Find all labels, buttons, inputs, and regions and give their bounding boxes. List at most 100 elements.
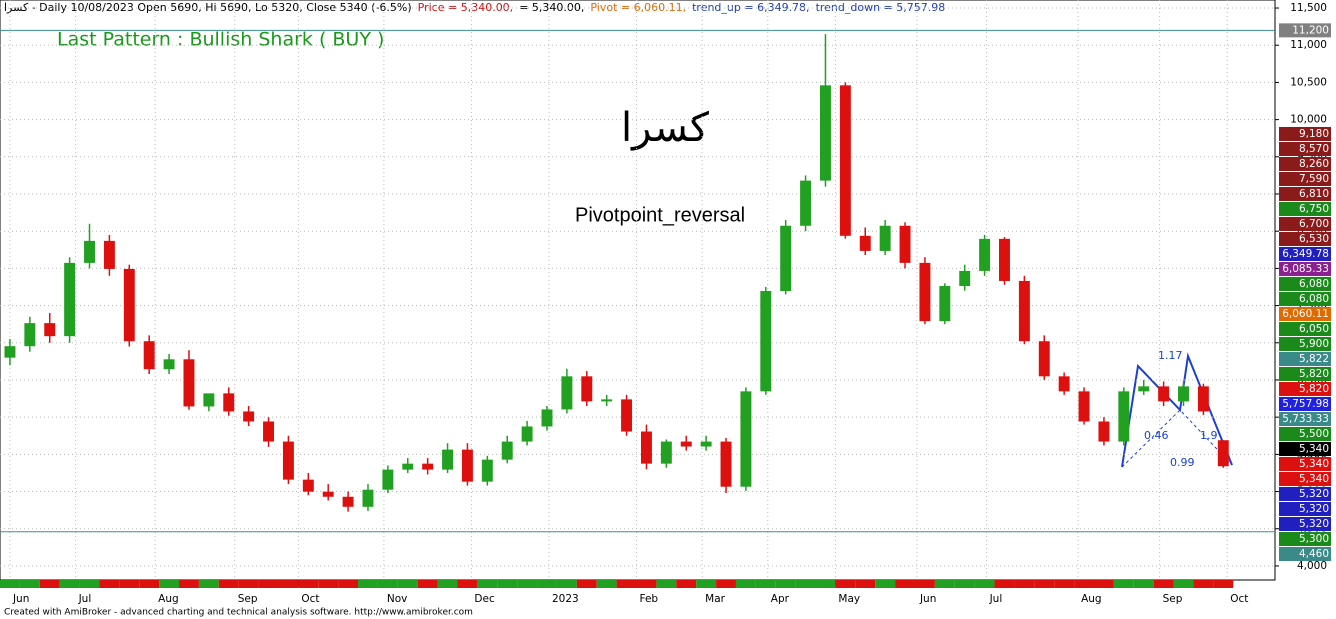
candle-body: [819, 85, 831, 181]
candle-body: [103, 240, 115, 269]
trend-strip: [1133, 580, 1154, 588]
candle-body: [1118, 391, 1130, 442]
price-tag: [1279, 397, 1331, 411]
price-tag-label: 9,180: [1299, 128, 1329, 140]
candle-body: [700, 441, 712, 447]
price-tag-label: 8,260: [1299, 158, 1329, 170]
annotation: 0.46: [1144, 429, 1169, 442]
trend-strip: [914, 580, 935, 588]
price-tag-label: 6,810: [1299, 188, 1329, 200]
trend-strip: [875, 580, 896, 588]
x-tick-label: Jul: [78, 593, 92, 605]
trend-strip: [1054, 580, 1075, 588]
x-tick-label: May: [838, 593, 860, 605]
price-tag-label: 6,349.78: [1282, 248, 1329, 260]
price-tag-label: 5,900: [1299, 338, 1329, 350]
x-tick-label: Jun: [12, 593, 29, 605]
candle-body: [143, 341, 155, 370]
trend-strip: [99, 580, 120, 588]
header-part: trend_up = 6,349.78,: [692, 1, 809, 14]
x-tick-label: Jul: [989, 593, 1003, 605]
price-tag: [1279, 487, 1331, 501]
trend-strip: [795, 580, 816, 588]
candle-body: [382, 469, 394, 490]
price-tag: [1279, 352, 1331, 366]
candle-body: [64, 262, 76, 337]
price-tag-label: 5,500: [1299, 428, 1329, 440]
plot-area: [0, 0, 1276, 581]
price-tag: [1279, 472, 1331, 486]
trend-strip: [1093, 580, 1114, 588]
price-tag-label: 5,340: [1299, 458, 1329, 470]
y-tick-label: 11,500: [1290, 2, 1327, 14]
trend-strip: [497, 580, 518, 588]
candle-body: [123, 268, 135, 342]
trend-strip: [1034, 580, 1055, 588]
price-tag: [1279, 502, 1331, 516]
y-tick-label: 10,000: [1290, 114, 1327, 126]
trend-strip: [59, 580, 80, 588]
x-tick-label: Feb: [640, 593, 659, 605]
price-tag-label: 8,570: [1299, 143, 1329, 155]
candle-body: [979, 238, 991, 271]
price-tag-label: 5,733.33: [1282, 413, 1329, 425]
trend-strip: [119, 580, 140, 588]
price-tag: [1279, 187, 1331, 201]
trend-strip: [477, 580, 498, 588]
trend-strip: [39, 580, 60, 588]
candle-body: [1178, 386, 1189, 402]
candle-body: [223, 393, 235, 412]
price-tag: [1279, 547, 1331, 561]
trend-strip: [218, 580, 239, 588]
header: كسرا - Daily 10/08/2023 Open 5690, Hi 56…: [4, 1, 945, 14]
x-tick-label: Oct: [301, 593, 319, 605]
x-tick-label: Mar: [705, 593, 725, 605]
trend-strip: [1113, 580, 1134, 588]
candle-body: [461, 449, 473, 482]
trend-strip: [1193, 580, 1214, 588]
trend-strip: [696, 580, 717, 588]
trend-strip: [954, 580, 975, 588]
candle-body: [541, 409, 553, 427]
trend-strip: [179, 580, 199, 588]
candle-body: [342, 496, 354, 507]
price-tag-label: 5,820: [1299, 368, 1329, 380]
candle-body: [1158, 386, 1170, 402]
price-tag: [1279, 307, 1331, 321]
candle-body: [780, 225, 792, 292]
candle-body: [680, 441, 692, 447]
annotation: 0.99: [1170, 456, 1195, 469]
trend-strip: [258, 580, 279, 588]
trend-strip: [19, 580, 40, 588]
trend-strip: [139, 580, 160, 588]
trend-strip: [596, 580, 617, 588]
price-tag: [1279, 382, 1331, 396]
candle-body: [939, 286, 951, 322]
candle-body: [1078, 391, 1090, 422]
price-tag-label: 5,300: [1299, 533, 1329, 545]
trend-strip: [735, 580, 756, 588]
symbol: كسرا: [621, 105, 710, 151]
candle-body: [1098, 421, 1110, 442]
candle-body: [999, 238, 1010, 281]
trend-strip: [1173, 580, 1194, 588]
price-tag-label: 7,590: [1299, 173, 1329, 185]
candle-body: [621, 399, 633, 432]
price-tag: [1279, 367, 1331, 381]
price-tag: [1279, 322, 1331, 336]
trend-strip: [0, 580, 20, 588]
header-part: Price = 5,340.00,: [418, 1, 514, 14]
price-tag: [1279, 517, 1331, 531]
candle-body: [561, 376, 573, 410]
candle-body: [959, 270, 971, 287]
price-tag-label: 4,460: [1299, 548, 1329, 560]
price-tag-label: 5,822: [1299, 353, 1329, 365]
price-tag: [1279, 247, 1331, 261]
x-tick-label: Aug: [158, 593, 179, 605]
candle-body: [24, 323, 36, 347]
candle-body: [481, 459, 493, 482]
x-tick-label: Sep: [1163, 593, 1183, 605]
pattern-label: Last Pattern : Bullish Shark ( BUY ): [57, 29, 384, 51]
trend-strip: [1014, 580, 1035, 588]
price-tag: [1279, 172, 1331, 186]
